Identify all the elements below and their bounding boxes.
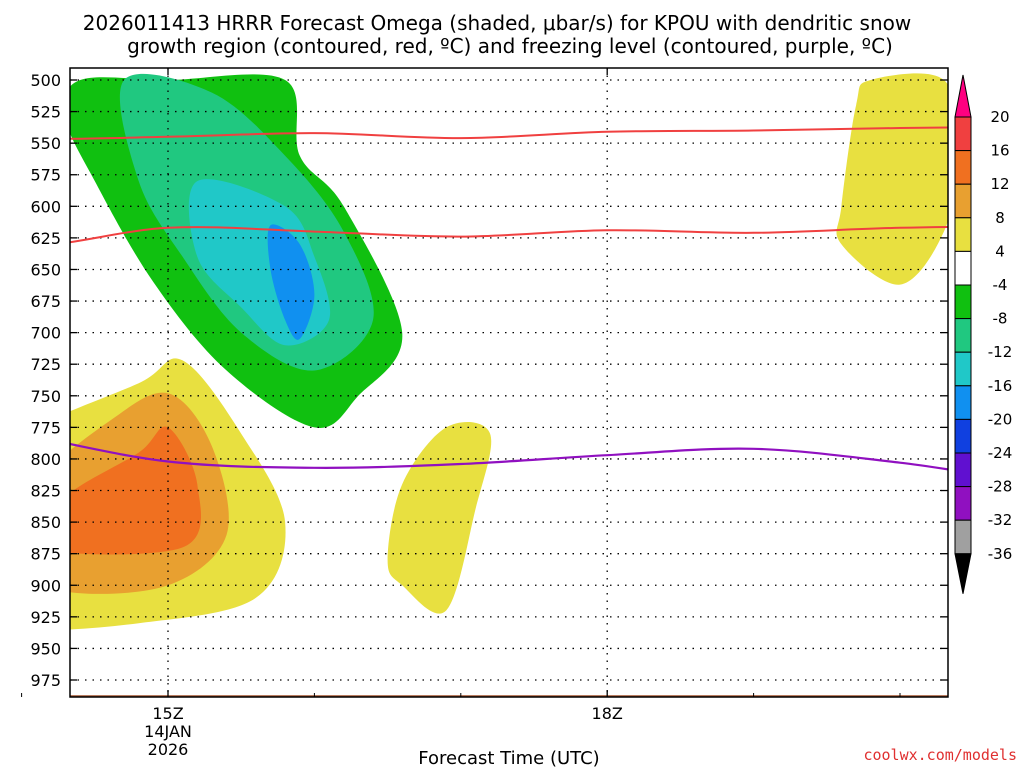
colorbar-label: -4 (993, 276, 1008, 294)
colorbar-segment (954, 183, 972, 219)
dgz-minus12-contour (70, 225, 948, 244)
credit-text: coolwx.com/models (863, 746, 1017, 764)
omega-region-a-core (267, 224, 315, 340)
y-tick-label: 750 (30, 387, 61, 406)
colorbar-segment (954, 318, 972, 353)
colorbar-segment (954, 385, 972, 420)
colorbar-segment (954, 486, 972, 521)
y-tick-label: 775 (30, 418, 61, 437)
colorbar-label: 4 (995, 242, 1005, 260)
colorbar-segment (954, 284, 972, 320)
freezing-level-contour (70, 442, 948, 471)
y-tick-label: 550 (30, 134, 61, 153)
colorbar-segment (954, 351, 972, 387)
colorbar-segment (954, 116, 972, 152)
x-tick-sublabel-year: 2026 (148, 740, 189, 759)
plot-area (70, 73, 948, 697)
colorbar-label: -24 (988, 444, 1013, 462)
colorbar-segment (954, 452, 972, 488)
y-tick-label: 650 (30, 260, 61, 279)
plot-frame (69, 67, 949, 698)
colorbar-label: -16 (988, 377, 1013, 395)
y-tick-label: 575 (30, 166, 61, 185)
colorbar-label: -28 (988, 478, 1013, 496)
y-tick-label: 925 (30, 608, 61, 627)
dgz-minus18-contour (70, 126, 948, 140)
x-tick-sublabel-date: 14JAN (144, 722, 192, 741)
colorbar-label: 16 (990, 142, 1009, 160)
y-tick-label: 700 (30, 324, 61, 343)
omega-region-g (836, 73, 948, 285)
colorbar-label: -8 (993, 310, 1008, 328)
colorbar-label: -36 (988, 545, 1013, 563)
colorbar-label: 8 (995, 209, 1005, 227)
axes: 500 525 550 575 600 625 650 675 700 725 750 775 800 8… (21, 67, 949, 759)
y-tick-label: 975 (30, 671, 61, 690)
colorbar-label: 20 (990, 108, 1009, 126)
y-tick-label: 725 (30, 355, 61, 374)
y-tick-label: 675 (30, 292, 61, 311)
colorbar-label: -20 (988, 410, 1013, 428)
colorbar-segment (954, 217, 972, 252)
colorbar-label: -12 (988, 343, 1013, 361)
x-tick-label: 18Z (592, 704, 623, 723)
y-tick-label: 825 (30, 482, 61, 501)
chart-title-line-2: growth region (contoured, red, ºC) and f… (127, 34, 893, 58)
y-tick-label: 525 (30, 103, 61, 122)
y-tick-label: 800 (30, 450, 61, 469)
colorbar: 20 16 12 8 4 -4 -8 -12 -16 -20 -24 -28 -32 -36 (954, 74, 1013, 594)
colorbar-label: 12 (990, 175, 1009, 193)
chart-title-line-1: 2026011413 HRRR Forecast Omega (shaded, … (83, 11, 911, 35)
colorbar-segment (954, 519, 972, 555)
y-tick-label: 850 (30, 513, 61, 532)
colorbar-segment (954, 418, 972, 454)
y-tick-label: 875 (30, 545, 61, 564)
contour-lines: -18-18-120 (70, 126, 948, 471)
x-axis-label: Forecast Time (UTC) (418, 748, 599, 768)
colorbar-segment (954, 150, 972, 185)
y-tick-label: 900 (30, 576, 61, 595)
y-tick-label: 500 (30, 71, 61, 90)
colorbar-segment (954, 250, 972, 286)
x-tick-label: 15Z (152, 704, 183, 723)
colorbar-bottom-arrow (954, 553, 972, 594)
y-tick-label: 625 (30, 229, 61, 248)
omega-region-h (387, 421, 492, 614)
y-tick-label: 950 (30, 639, 61, 658)
y-tick-label: 600 (30, 197, 61, 216)
colorbar-label: -32 (988, 511, 1013, 529)
